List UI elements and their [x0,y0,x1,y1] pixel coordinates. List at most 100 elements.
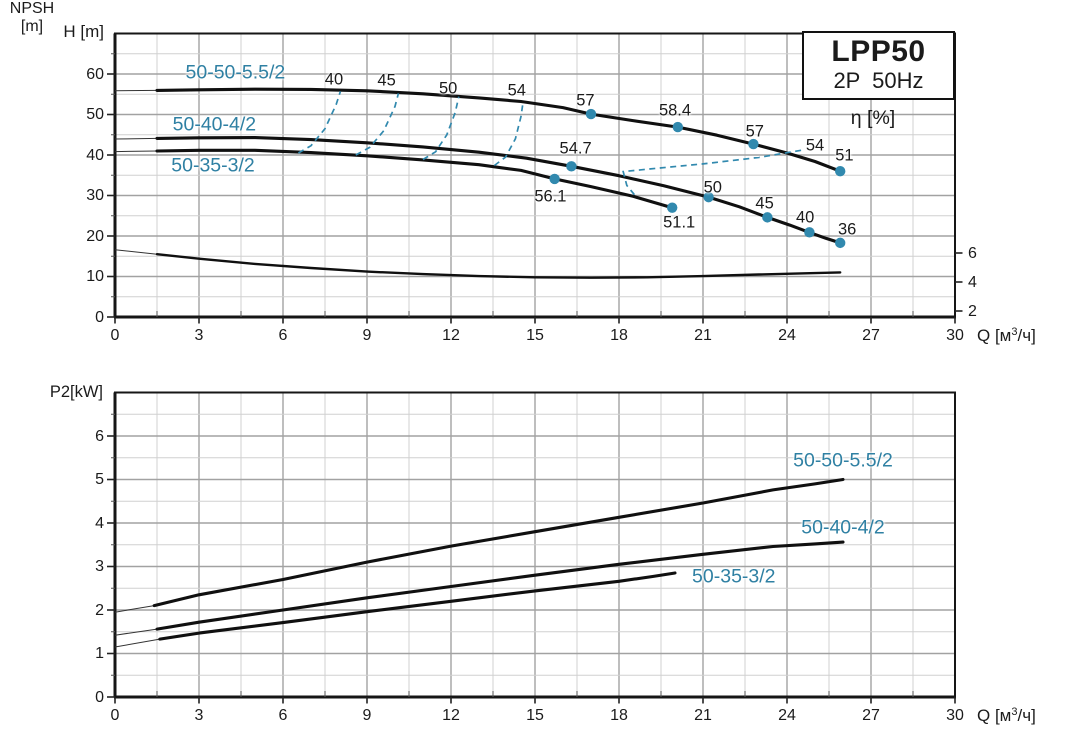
curve-leader-NPSH [114,249,158,255]
npsh-tick-label: 4 [968,273,977,291]
q-unit-text: Q [м [977,326,1012,345]
q-axis-unit-top: Q [м3/ч] [977,326,1036,346]
x-tick-label: 0 [110,707,120,724]
model-label: 50-40-4/2 [801,516,885,539]
x-tick-label: 6 [278,707,288,724]
npsh-axis-title-line2: [m] [20,17,44,35]
x-tick-label: 12 [442,707,460,724]
efficiency-label: 36 [838,220,857,239]
y-tick-label: 30 [86,187,104,204]
x-tick-label: 24 [778,707,796,724]
x-tick-label: 9 [362,707,372,724]
y-tick-label: 6 [95,427,104,445]
x-tick-label: 15 [526,707,544,724]
efficiency-label: 57 [745,122,764,140]
y-tick-label: 2 [95,601,104,619]
x-tick-label: 6 [278,327,288,344]
q-unit-text: Q [м [977,706,1012,725]
x-tick-label: 3 [194,327,204,344]
x-tick-label: 27 [862,707,880,724]
model-label: 50-35-3/2 [692,565,776,587]
x-tick-label: 0 [110,327,120,344]
efficiency-axis-title: η [%] [850,107,896,129]
x-tick-label: 21 [694,707,712,724]
x-tick-label: 21 [694,327,712,344]
model-label: 50-50-5.5/2 [185,61,286,84]
pump-curve-50-35-3/2 [158,571,677,641]
y-tick-label: 0 [95,688,104,706]
pump-model-name: LPP50 [831,35,926,68]
model-label: 50-40-4/2 [172,113,257,136]
npsh-axis-title: NPSH [m] [0,0,64,35]
efficiency-label: 45 [377,71,396,90]
efficiency-dot [748,138,759,150]
efficiency-contour-50 [422,96,460,161]
y-tick-label: 1 [95,645,104,662]
efficiency-dot [549,173,560,185]
q-unit-superscript: 3 [1011,326,1018,338]
efficiency-contour-40 [297,91,342,154]
curve-leader-50-50-5.5/2 [114,605,155,613]
h-axis-title: H [m] [63,22,104,41]
x-tick-label: 18 [610,707,628,724]
efficiency-dot [672,121,683,133]
pump-curve-NPSH [155,253,842,279]
npsh-tick-label: 2 [968,302,977,320]
efficiency-dot [585,108,597,120]
y-tick-label: 5 [95,471,104,488]
pump-model-spec: 2P 50Hz [833,68,924,93]
x-tick-label: 24 [778,327,796,344]
q-unit-superscript: 3 [1011,706,1018,718]
pump-model-title-box: LPP50 2P 50Hz [802,31,955,100]
x-tick-label: 18 [610,327,628,344]
y-tick-label: 20 [86,227,104,245]
x-tick-label: 30 [946,327,964,344]
curve-leader-50-40-4/2 [114,137,158,140]
npsh-axis-title-line1: NPSH [9,0,55,17]
y-tick-label: 0 [95,308,104,326]
x-tick-label: 27 [862,327,880,344]
efficiency-contour-54 [493,100,525,167]
npsh-tick-label: 6 [968,244,977,262]
p2-axis-title: P2[kW] [49,383,103,401]
pump-curve-50-50-5.5/2 [155,87,842,173]
efficiency-dot [835,237,846,249]
efficiency-label: 54 [507,81,526,100]
efficiency-dot [835,166,846,177]
efficiency-label: 54 [805,136,825,155]
efficiency-label: 56.1 [534,187,567,206]
curve-leader-50-35-3/2 [114,638,160,648]
curve-leader-50-35-3/2 [114,150,158,153]
x-tick-label: 15 [526,327,544,344]
efficiency-contour-45 [355,93,400,156]
efficiency-label: 40 [796,208,815,227]
model-label: 50-50-5.5/2 [793,449,893,472]
x-tick-label: 12 [442,327,460,344]
efficiency-dot [762,212,773,223]
q-unit-text-suffix: /ч] [1017,706,1036,725]
efficiency-label: 58.4 [658,101,692,120]
y-tick-label: 4 [95,514,104,532]
x-tick-label: 9 [362,327,372,344]
efficiency-label: 50 [439,79,458,98]
efficiency-dot [667,202,678,213]
efficiency-label: 45 [755,194,774,213]
pump-curve-50-50-5.5/2 [152,477,845,608]
y-tick-label: 40 [86,146,104,164]
y-tick-label: 60 [86,65,104,83]
efficiency-contour-54 [622,149,803,196]
efficiency-label: 54.7 [559,139,592,158]
pump-curve-50-40-4/2 [155,540,845,631]
x-tick-label: 3 [194,707,204,724]
q-unit-text-suffix: /ч] [1017,326,1036,345]
x-tick-label: 30 [946,707,964,724]
pump-curve-50-35-3/2 [155,148,674,210]
pump-curve-50-40-4/2 [155,136,842,245]
efficiency-dot [566,161,577,172]
y-tick-label: 10 [86,268,104,285]
model-label: 50-35-3/2 [171,154,255,177]
y-tick-label: 50 [86,106,104,123]
efficiency-dot [703,191,714,203]
